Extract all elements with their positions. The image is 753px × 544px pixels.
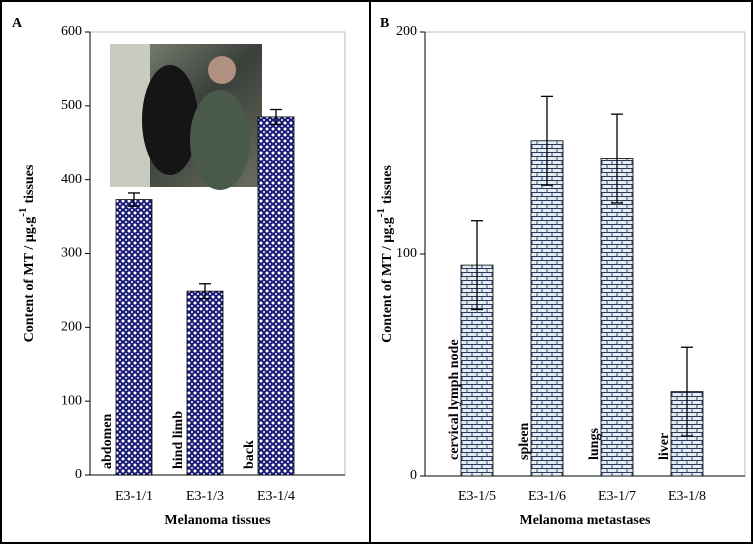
y-label-superscript: -1 xyxy=(17,208,29,217)
y-tick-label: 400 xyxy=(61,172,82,187)
photo xyxy=(110,44,262,190)
error-bar xyxy=(199,283,211,300)
x-axis-label: Melanoma metastases xyxy=(519,513,651,528)
y-tick-label: 200 xyxy=(396,24,417,39)
y-tick-label: 100 xyxy=(61,393,82,408)
y-axis-label: Content of MT / µg.g-1 tissues xyxy=(17,164,38,342)
y-tick-label: 0 xyxy=(410,468,417,483)
bar-annotation: lungs xyxy=(587,428,602,460)
y-tick-label: 300 xyxy=(61,246,82,261)
panel-label: A xyxy=(12,16,23,31)
y-label-suffix: tissues xyxy=(380,165,395,204)
bar xyxy=(257,116,295,476)
error-bar xyxy=(270,108,282,125)
x-tick-label: E3-1/6 xyxy=(528,489,566,504)
y-axis-label: Content of MT / µg.g-1 tissues xyxy=(375,165,396,343)
y-tick-label: 100 xyxy=(396,246,417,261)
bar-annotation: liver xyxy=(657,433,672,460)
y-tick-label: 200 xyxy=(61,320,82,335)
y-label-text: Content of MT / µg.g xyxy=(380,217,395,343)
bar-annotation: back xyxy=(242,440,257,469)
bar xyxy=(600,158,634,477)
error-bar xyxy=(541,95,553,186)
y-tick-label: 0 xyxy=(75,467,82,482)
x-axis-label: Melanoma tissues xyxy=(164,513,271,528)
bar-annotation: cervical lymph node xyxy=(447,339,462,460)
y-tick-label: 500 xyxy=(61,98,82,113)
error-bar xyxy=(681,346,693,437)
y-label-superscript: -1 xyxy=(375,208,387,217)
x-tick-label: E3-1/5 xyxy=(458,489,496,504)
error-bar xyxy=(471,220,483,311)
bar xyxy=(530,140,564,477)
bar-annotation: abdomen xyxy=(100,414,115,469)
panel-label: B xyxy=(380,16,389,31)
bar-annotation: hind limb xyxy=(171,411,186,469)
y-label-suffix: tissues xyxy=(22,164,37,203)
y-label-text: Content of MT / µg.g xyxy=(22,217,37,343)
error-bar xyxy=(128,192,140,207)
bar-annotation: spleen xyxy=(517,422,532,460)
y-tick-label: 600 xyxy=(61,24,82,39)
x-tick-label: E3-1/3 xyxy=(186,489,224,504)
x-tick-label: E3-1/8 xyxy=(668,489,706,504)
x-tick-label: E3-1/7 xyxy=(598,489,636,504)
bar xyxy=(186,290,224,476)
error-bar xyxy=(611,113,623,204)
x-tick-label: E3-1/1 xyxy=(115,489,153,504)
x-tick-label: E3-1/4 xyxy=(257,489,295,504)
bar xyxy=(115,199,153,476)
